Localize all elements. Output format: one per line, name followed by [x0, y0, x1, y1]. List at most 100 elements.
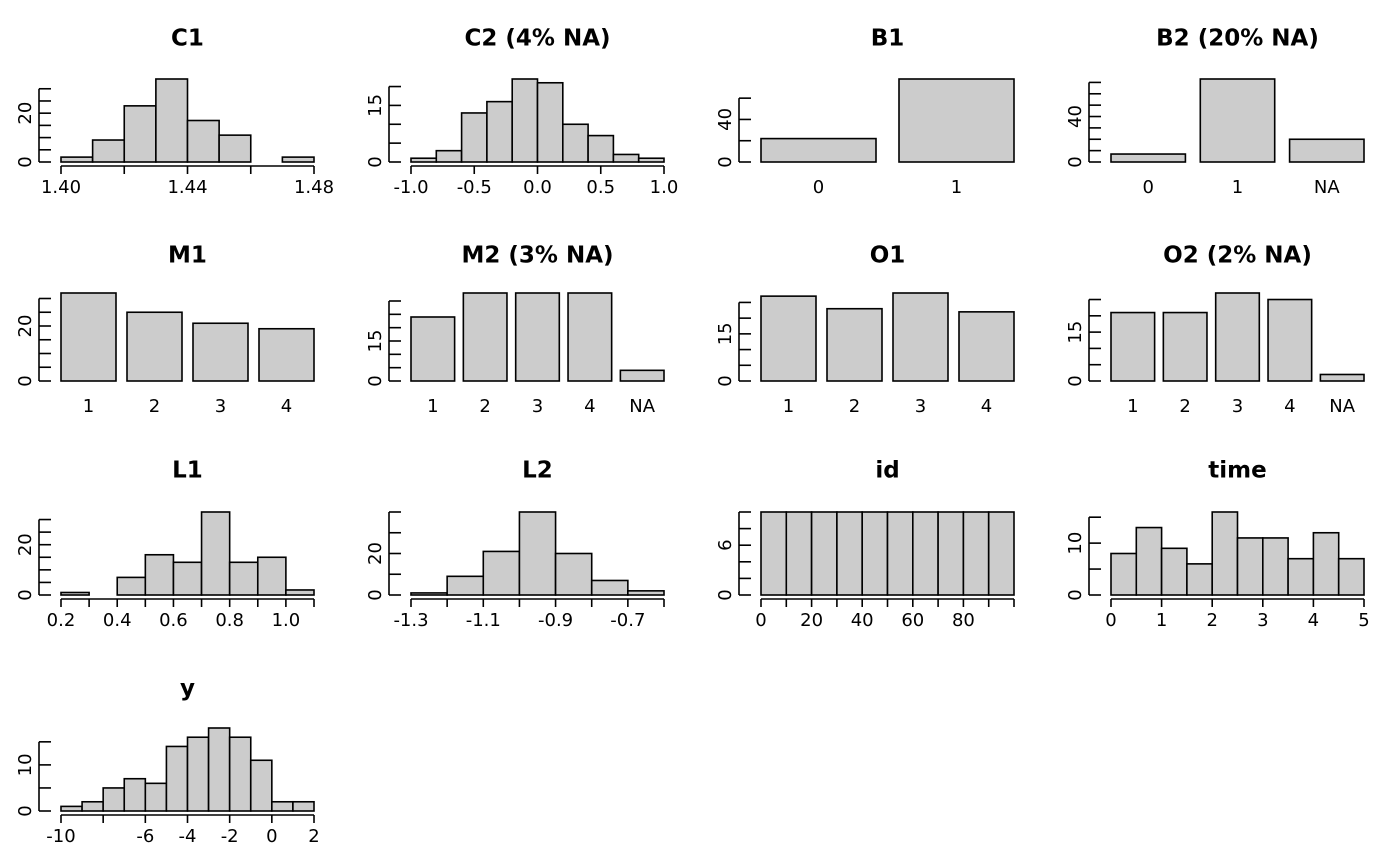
histogram-bar — [937, 511, 965, 596]
histogram-bar — [511, 78, 539, 163]
y-tick-label: 0 — [365, 156, 386, 167]
panel-title: B1 — [871, 26, 905, 52]
category-label: NA — [629, 396, 655, 417]
histogram-bar — [172, 561, 203, 596]
y-tick-label: 10 — [15, 753, 36, 776]
histogram-bar — [228, 561, 259, 596]
histogram-bar — [271, 800, 294, 812]
bar — [126, 311, 183, 382]
histogram-bar — [81, 800, 104, 812]
panel-id: id 0 20 40 60 80 0 6 — [715, 458, 1015, 631]
histogram-bar — [285, 589, 315, 596]
y-tick-label: 40 — [1065, 105, 1086, 128]
histogram-bar — [962, 511, 990, 596]
category-label: 3 — [1232, 396, 1243, 417]
category-label: 3 — [215, 396, 226, 417]
x-tick-label: 1.0 — [650, 177, 679, 198]
bar — [826, 307, 883, 382]
histogram-bar — [836, 511, 864, 596]
panel-title: C1 — [171, 26, 204, 52]
category-label: 2 — [1179, 396, 1190, 417]
bar — [514, 292, 561, 382]
histogram-bar — [554, 552, 593, 596]
histogram-bar — [987, 511, 1015, 596]
histogram-bar — [186, 119, 220, 163]
histogram-bar — [60, 156, 94, 163]
histogram-bar — [281, 156, 315, 163]
x-tick-label: 4 — [1308, 610, 1319, 631]
panel-title: id — [875, 458, 899, 484]
histogram-bar — [590, 579, 629, 596]
histogram-bar — [410, 157, 438, 163]
y-tick-label: 0 — [715, 156, 736, 167]
y-tick-label: 0 — [15, 805, 36, 816]
y-tick-label: 0 — [1065, 589, 1086, 600]
y-tick-label: 20 — [365, 542, 386, 565]
panel-o1: O1 1 2 3 4 0 15 — [715, 243, 1015, 417]
category-label: 1 — [83, 396, 94, 417]
histogram-bar — [911, 511, 939, 596]
panel-title: L1 — [172, 458, 203, 484]
histogram-bar — [249, 759, 273, 812]
category-label: 2 — [479, 396, 490, 417]
histogram-bar — [60, 805, 83, 812]
y-tick-label: 0 — [1065, 156, 1086, 167]
bar — [1110, 153, 1187, 163]
category-label: 4 — [981, 396, 992, 417]
bar — [410, 316, 456, 382]
histogram-bar — [482, 550, 521, 596]
x-tick-label: 1.48 — [294, 177, 334, 198]
histogram-bar — [207, 727, 231, 812]
y-tick-label: 6 — [715, 539, 736, 550]
histogram-bar — [760, 511, 788, 596]
bar — [1162, 311, 1208, 382]
histogram-bar — [1312, 531, 1340, 596]
x-tick-label: 0 — [1105, 610, 1116, 631]
panel-b1: B1 0 1 0 40 — [715, 26, 1015, 198]
histogram-bar — [1287, 557, 1315, 596]
x-tick-label: 1 — [1156, 610, 1167, 631]
bar — [760, 137, 877, 163]
y-tick-label: 0 — [15, 375, 36, 386]
bar — [760, 295, 817, 382]
histogram-bar — [144, 782, 168, 812]
category-label: 3 — [532, 396, 543, 417]
bar — [567, 292, 613, 382]
bar — [958, 311, 1015, 382]
bar — [192, 322, 249, 382]
histogram-bar — [186, 736, 210, 812]
x-tick-label: 60 — [901, 610, 924, 631]
x-tick-label: 0.0 — [523, 177, 552, 198]
panel-time: time 0 1 2 3 4 5 0 10 — [1065, 458, 1370, 632]
bar — [1214, 292, 1261, 382]
histogram-bar — [785, 511, 813, 596]
bar — [258, 327, 315, 382]
panel-m2: M2 (3% NA) 1 2 3 4 NA 0 15 — [365, 243, 665, 417]
x-tick-label: 0 — [755, 610, 766, 631]
histogram-bar — [518, 511, 557, 596]
histogram-bar — [587, 134, 615, 163]
x-tick-label: 0.4 — [103, 610, 132, 631]
x-tick-label: -1.3 — [393, 610, 428, 631]
y-tick-label: 40 — [715, 108, 736, 131]
category-label: NA — [1314, 177, 1340, 198]
bar — [1319, 373, 1365, 382]
category-label: 1 — [783, 396, 794, 417]
histogram-bar — [144, 553, 175, 596]
histogram-bar — [1135, 526, 1163, 596]
x-tick-label: 3 — [1257, 610, 1268, 631]
histogram-bar — [612, 153, 640, 163]
panel-c1: C1 1.40 1.44 1.48 0 20 — [15, 26, 334, 199]
histogram-bar — [536, 81, 564, 163]
category-label: 4 — [1284, 396, 1295, 417]
histogram-bar — [486, 100, 513, 163]
bar — [462, 292, 508, 382]
y-tick-label: 0 — [715, 589, 736, 600]
bar — [619, 369, 665, 382]
x-tick-label: 1.0 — [272, 610, 301, 631]
panel-b2: B2 (20% NA) 0 1 NA 0 40 — [1065, 26, 1365, 198]
histogram-bar — [1262, 537, 1289, 596]
panel-l1: L1 0.2 0.4 0.6 0.8 1.0 0 20 — [15, 458, 315, 631]
bar — [60, 292, 117, 382]
